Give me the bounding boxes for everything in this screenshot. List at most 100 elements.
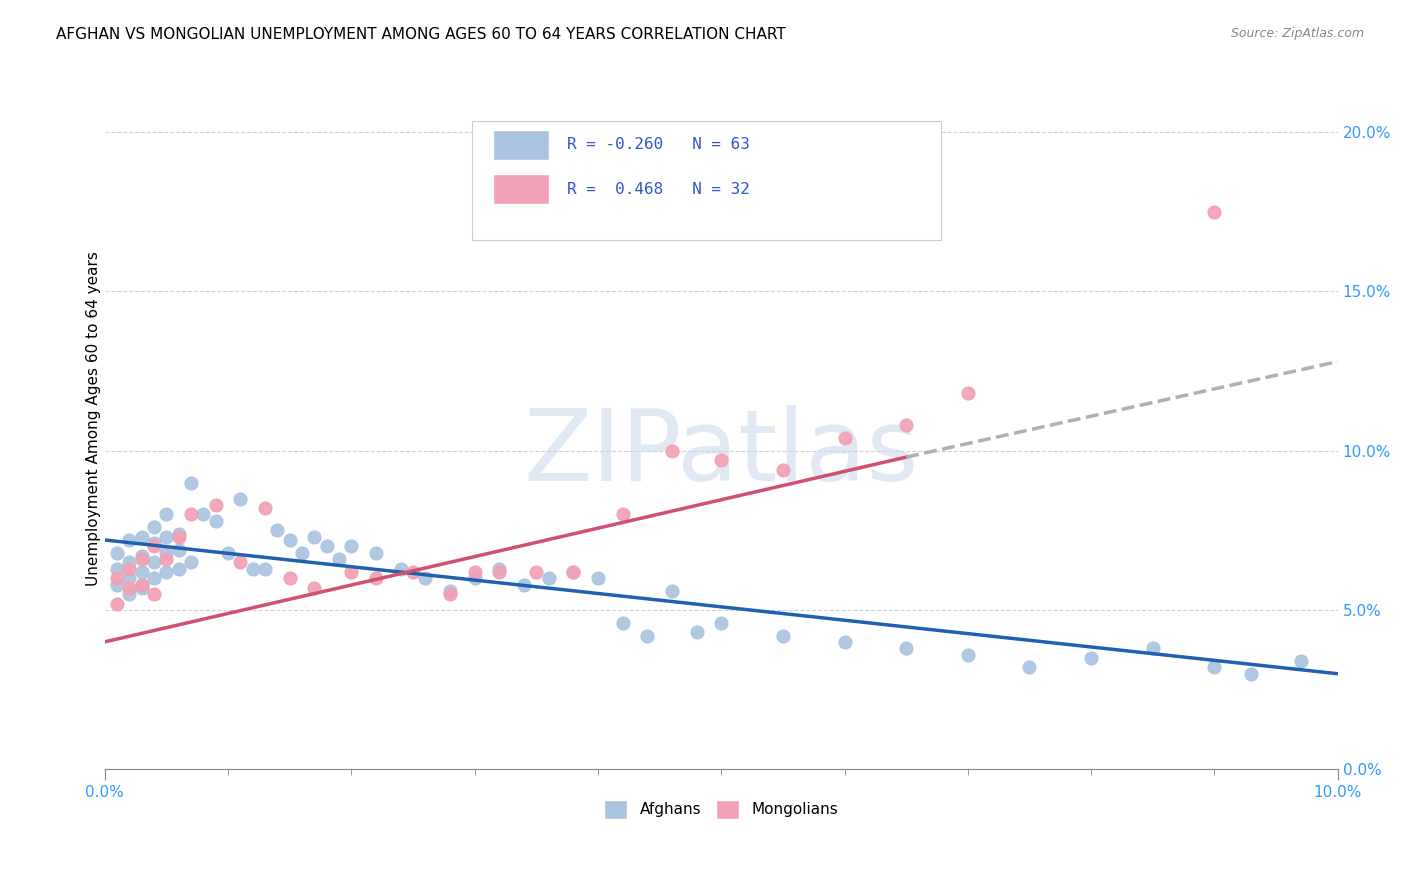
Point — [1204, 205, 1226, 219]
Point — [118, 587, 141, 601]
Point — [304, 530, 326, 544]
Point — [180, 475, 202, 490]
Point — [167, 526, 190, 541]
Point — [364, 546, 387, 560]
Point — [131, 565, 153, 579]
Point — [710, 615, 733, 630]
Text: R = -0.260   N = 63: R = -0.260 N = 63 — [567, 137, 749, 153]
Point — [364, 571, 387, 585]
Point — [1142, 641, 1164, 656]
Point — [562, 565, 585, 579]
Point — [710, 453, 733, 467]
Point — [118, 571, 141, 585]
Point — [524, 565, 547, 579]
Point — [1080, 650, 1102, 665]
Point — [834, 431, 856, 445]
Point — [636, 628, 658, 642]
Text: R =  0.468   N = 32: R = 0.468 N = 32 — [567, 182, 749, 196]
Point — [253, 561, 276, 575]
Point — [155, 546, 177, 560]
Point — [105, 571, 128, 585]
Point — [1204, 660, 1226, 674]
Point — [167, 530, 190, 544]
Point — [1289, 654, 1312, 668]
Point — [612, 615, 634, 630]
Point — [143, 539, 166, 553]
Point — [143, 571, 166, 585]
Text: AFGHAN VS MONGOLIAN UNEMPLOYMENT AMONG AGES 60 TO 64 YEARS CORRELATION CHART: AFGHAN VS MONGOLIAN UNEMPLOYMENT AMONG A… — [56, 27, 786, 42]
Point — [834, 635, 856, 649]
Point — [204, 514, 226, 528]
Point — [340, 565, 363, 579]
Point — [439, 587, 461, 601]
Point — [956, 386, 979, 401]
Point — [291, 546, 314, 560]
Point — [143, 555, 166, 569]
Point — [315, 539, 337, 553]
Point — [180, 555, 202, 569]
Point — [118, 555, 141, 569]
Point — [278, 533, 301, 547]
Y-axis label: Unemployment Among Ages 60 to 64 years: Unemployment Among Ages 60 to 64 years — [86, 252, 101, 586]
Point — [253, 501, 276, 516]
Point — [131, 577, 153, 591]
Point — [118, 533, 141, 547]
Point — [105, 597, 128, 611]
Point — [661, 583, 683, 598]
Point — [193, 508, 215, 522]
Point — [105, 546, 128, 560]
Point — [439, 583, 461, 598]
Point — [304, 581, 326, 595]
Point — [1240, 666, 1263, 681]
Point — [340, 539, 363, 553]
Point — [105, 561, 128, 575]
Point — [242, 561, 264, 575]
FancyBboxPatch shape — [472, 121, 941, 240]
Point — [488, 561, 510, 575]
Point — [685, 625, 707, 640]
Point — [586, 571, 609, 585]
Point — [772, 628, 794, 642]
Point — [131, 549, 153, 563]
Point — [229, 555, 252, 569]
Point — [413, 571, 436, 585]
Point — [131, 581, 153, 595]
Point — [131, 552, 153, 566]
Point — [143, 587, 166, 601]
Point — [167, 561, 190, 575]
Point — [105, 577, 128, 591]
Point — [896, 641, 918, 656]
Point — [464, 571, 486, 585]
Point — [537, 571, 560, 585]
Point — [217, 546, 239, 560]
Point — [180, 508, 202, 522]
Point — [612, 508, 634, 522]
Point — [562, 565, 585, 579]
Point — [155, 530, 177, 544]
Point — [155, 565, 177, 579]
Point — [229, 491, 252, 506]
Point — [661, 443, 683, 458]
Point — [155, 508, 177, 522]
Point — [402, 565, 425, 579]
Point — [488, 565, 510, 579]
Point — [464, 565, 486, 579]
Text: ZIPatlas: ZIPatlas — [523, 406, 920, 502]
Point — [167, 542, 190, 557]
Point — [772, 463, 794, 477]
Point — [266, 524, 288, 538]
Point — [143, 520, 166, 534]
Point — [513, 577, 536, 591]
Point — [131, 577, 153, 591]
Point — [131, 530, 153, 544]
Point — [956, 648, 979, 662]
Point — [143, 536, 166, 550]
Point — [204, 498, 226, 512]
Text: Source: ZipAtlas.com: Source: ZipAtlas.com — [1230, 27, 1364, 40]
Point — [1018, 660, 1040, 674]
Point — [328, 552, 350, 566]
Point — [118, 581, 141, 595]
Bar — [494, 174, 548, 203]
Legend: Afghans, Mongolians: Afghans, Mongolians — [598, 794, 844, 825]
Point — [389, 561, 412, 575]
